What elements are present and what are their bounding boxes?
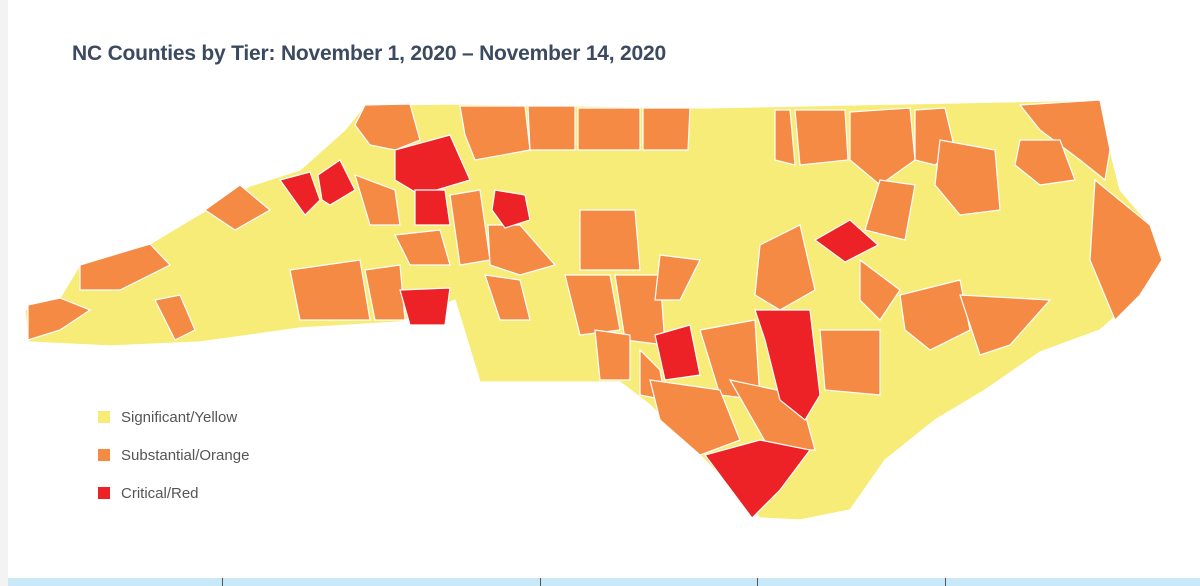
county-orange	[934, 139, 1001, 216]
county-red	[491, 189, 531, 229]
county-orange	[754, 224, 816, 311]
county-red	[317, 159, 356, 206]
county-orange	[154, 294, 196, 341]
county-orange	[959, 294, 1052, 356]
county-orange	[364, 264, 406, 321]
county-orange	[899, 279, 971, 351]
county-orange	[527, 105, 576, 151]
county-orange	[774, 109, 796, 166]
county-orange	[859, 258, 901, 321]
county-orange	[1018, 99, 1111, 182]
bottom-divider	[222, 578, 223, 586]
county-red	[813, 219, 880, 263]
county-orange	[794, 109, 849, 166]
county-orange	[459, 105, 531, 161]
county-orange	[203, 184, 272, 231]
county-orange	[289, 259, 371, 321]
bottom-bar	[8, 578, 1200, 586]
bottom-divider	[540, 578, 541, 586]
county-orange	[642, 107, 691, 151]
legend-swatch	[98, 411, 110, 423]
county-orange	[79, 243, 171, 291]
county-orange	[654, 254, 701, 301]
county-orange	[864, 179, 916, 241]
county-orange	[394, 229, 451, 266]
county-orange	[579, 209, 641, 271]
county-red	[399, 287, 451, 326]
legend-item-red: Critical/Red	[98, 474, 249, 512]
bottom-divider	[945, 578, 946, 586]
legend-swatch	[98, 487, 110, 499]
bottom-divider	[757, 578, 758, 586]
county-red	[754, 309, 821, 421]
county-red	[394, 134, 471, 196]
legend-label: Substantial/Orange	[121, 446, 250, 464]
legend-label: Critical/Red	[121, 484, 199, 502]
county-orange	[819, 329, 881, 396]
county-red	[703, 439, 812, 519]
county-orange	[564, 274, 621, 336]
county-orange	[649, 379, 741, 456]
county-orange	[1089, 178, 1163, 322]
county-orange	[354, 174, 401, 226]
legend-label: Significant/Yellow	[121, 408, 238, 426]
county-orange	[577, 107, 641, 151]
legend: Significant/Yellow Substantial/Orange Cr…	[98, 398, 249, 512]
legend-item-yellow: Significant/Yellow	[98, 398, 249, 436]
county-red	[654, 324, 701, 381]
county-orange	[27, 297, 92, 341]
legend-swatch	[98, 449, 110, 461]
county-orange	[849, 107, 916, 186]
county-orange	[594, 329, 631, 381]
county-orange	[484, 274, 531, 321]
left-edge	[0, 0, 8, 586]
legend-item-orange: Substantial/Orange	[98, 436, 249, 474]
county-red	[414, 189, 451, 226]
county-orange	[1014, 139, 1076, 186]
county-red	[279, 171, 321, 216]
map-title: NC Counties by Tier: November 1, 2020 – …	[72, 42, 666, 65]
